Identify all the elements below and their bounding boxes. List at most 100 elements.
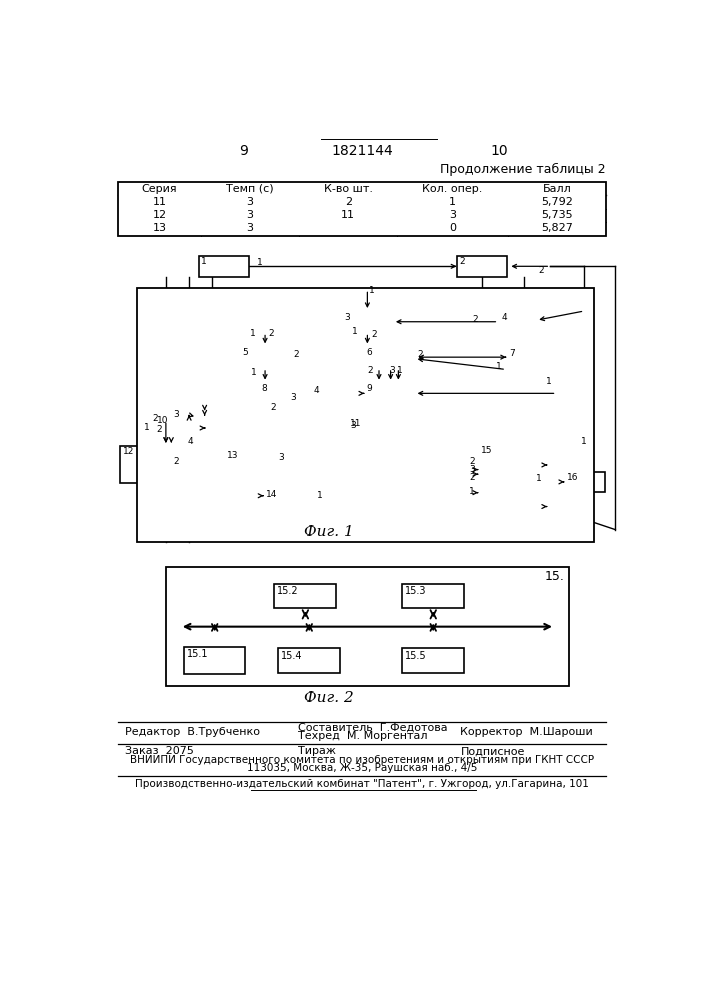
Text: 15.5: 15.5: [404, 651, 426, 661]
Text: 3: 3: [174, 410, 180, 419]
Text: 2: 2: [368, 366, 373, 375]
Bar: [240, 346, 291, 368]
Text: 8: 8: [262, 384, 267, 393]
Text: 5,792: 5,792: [541, 197, 573, 207]
Text: 1: 1: [317, 491, 323, 500]
Text: Подписное: Подписное: [460, 746, 525, 756]
Bar: [342, 311, 392, 333]
Bar: [199, 256, 249, 277]
Text: 4: 4: [501, 312, 507, 322]
Text: 2: 2: [345, 197, 352, 207]
Text: 2: 2: [153, 414, 158, 423]
Text: 2: 2: [293, 350, 299, 359]
Text: 1: 1: [144, 424, 150, 432]
Text: 4: 4: [187, 437, 193, 446]
Text: Кол. опер.: Кол. опер.: [422, 184, 483, 194]
Text: 3: 3: [279, 453, 284, 462]
Text: 3: 3: [290, 393, 296, 402]
Text: 10: 10: [491, 144, 508, 158]
Text: 14: 14: [265, 490, 277, 499]
Text: 9: 9: [239, 144, 248, 158]
Text: 1: 1: [537, 474, 542, 483]
Text: Тираж: Тираж: [298, 746, 336, 756]
Bar: [166, 567, 569, 686]
Text: 1: 1: [352, 327, 358, 336]
Text: 0: 0: [449, 223, 456, 233]
Text: Заказ  2075: Заказ 2075: [125, 746, 194, 756]
Text: 2: 2: [371, 330, 377, 339]
Text: 1: 1: [496, 362, 502, 371]
Text: 5,735: 5,735: [541, 210, 573, 220]
Text: 13: 13: [153, 223, 166, 233]
Text: 2: 2: [156, 425, 162, 434]
Text: 113035, Москва, Ж-35, Раушская наб., 4/5: 113035, Москва, Ж-35, Раушская наб., 4/5: [247, 763, 477, 773]
Text: 15.: 15.: [545, 570, 565, 583]
Text: 1821144: 1821144: [331, 144, 393, 158]
Text: 1: 1: [469, 487, 474, 496]
Bar: [224, 450, 275, 471]
Text: 10: 10: [158, 416, 169, 425]
Text: 3: 3: [351, 421, 356, 430]
Bar: [402, 648, 464, 673]
Bar: [402, 584, 464, 608]
Text: 4: 4: [313, 386, 319, 395]
Text: 12: 12: [122, 447, 134, 456]
Text: 2: 2: [469, 457, 474, 466]
Text: 1: 1: [397, 366, 402, 375]
Bar: [364, 346, 414, 368]
Bar: [263, 489, 313, 510]
Text: Редактор  В.Трубченко: Редактор В.Трубченко: [125, 727, 259, 737]
Text: 1: 1: [449, 197, 456, 207]
Text: 3: 3: [469, 465, 474, 474]
Text: 6: 6: [366, 348, 372, 357]
Text: Техред  М. Моргентал: Техред М. Моргентал: [298, 731, 427, 741]
Bar: [348, 417, 398, 439]
Text: 15.1: 15.1: [187, 649, 209, 659]
Text: К-во шт.: К-во шт.: [324, 184, 373, 194]
Bar: [155, 415, 204, 438]
Text: 1: 1: [251, 368, 257, 377]
Text: ВНИИПИ Государственного комитета по изобретениям и открытиям при ГКНТ СССР: ВНИИПИ Государственного комитета по изоб…: [130, 755, 594, 765]
Text: Темп (с): Темп (с): [226, 184, 274, 194]
Bar: [274, 584, 337, 608]
Text: Фиг. 1: Фиг. 1: [304, 525, 354, 539]
Text: 11: 11: [341, 210, 355, 220]
Text: Составитель  Г.Федотова: Составитель Г.Федотова: [298, 723, 448, 733]
Bar: [118, 182, 606, 235]
Text: 5: 5: [243, 348, 248, 357]
Text: 11: 11: [350, 419, 361, 428]
Text: 3: 3: [247, 197, 254, 207]
Text: 2: 2: [271, 403, 276, 412]
Text: 11: 11: [153, 197, 166, 207]
Text: 3: 3: [449, 210, 456, 220]
Text: 1: 1: [369, 286, 375, 295]
Bar: [137, 288, 595, 542]
Bar: [185, 647, 245, 674]
Text: 15.3: 15.3: [404, 586, 426, 596]
Bar: [506, 348, 557, 369]
Text: Серия: Серия: [141, 184, 177, 194]
Text: 3: 3: [247, 223, 254, 233]
Text: 1: 1: [257, 258, 262, 267]
Text: 1: 1: [250, 329, 255, 338]
Text: 16: 16: [566, 473, 578, 482]
Bar: [364, 383, 414, 404]
Text: 15: 15: [481, 446, 492, 455]
Bar: [457, 256, 507, 277]
Text: 2: 2: [268, 329, 274, 338]
Text: 2: 2: [418, 350, 423, 359]
Text: 13: 13: [227, 451, 238, 460]
Text: 7: 7: [509, 349, 515, 358]
Bar: [259, 383, 310, 404]
Bar: [498, 311, 549, 333]
Text: 15.2: 15.2: [276, 586, 298, 596]
Text: 9: 9: [366, 384, 372, 393]
Text: Производственно-издательский комбинат "Патент", г. Ужгород, ул.Гагарина, 101: Производственно-издательский комбинат "П…: [135, 779, 589, 789]
Bar: [478, 445, 547, 507]
Text: Корректор  М.Шароши: Корректор М.Шароши: [460, 727, 593, 737]
Text: 1: 1: [546, 377, 551, 386]
Text: 1: 1: [581, 437, 587, 446]
Text: 3: 3: [344, 312, 350, 322]
Text: 2: 2: [460, 257, 464, 266]
Text: Продолжение таблицы 2: Продолжение таблицы 2: [440, 163, 606, 176]
